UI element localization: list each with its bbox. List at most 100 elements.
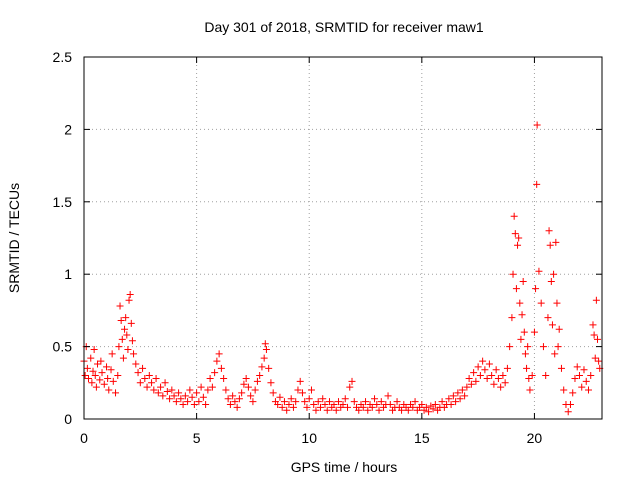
data-point: [425, 408, 433, 416]
data-point: [375, 406, 383, 414]
data-point: [269, 389, 277, 397]
data-point: [90, 345, 98, 353]
x-tick-label: 20: [527, 430, 543, 446]
data-point: [193, 389, 201, 397]
data-point: [544, 314, 552, 322]
data-point: [519, 277, 527, 285]
data-point: [483, 374, 491, 382]
data-point: [276, 393, 284, 401]
data-point: [566, 401, 574, 409]
data-point: [547, 277, 555, 285]
data-point: [287, 395, 295, 403]
data-point: [573, 363, 581, 371]
y-tick-label: 0.5: [53, 339, 73, 355]
data-point: [98, 369, 106, 377]
data-point: [510, 212, 518, 220]
data-point: [377, 398, 385, 406]
data-point: [177, 395, 185, 403]
data-point: [431, 401, 439, 409]
data-point: [289, 403, 297, 411]
data-point: [537, 299, 545, 307]
x-tick-label: 5: [193, 430, 201, 446]
data-point: [492, 366, 500, 374]
data-point: [525, 374, 533, 382]
data-point: [242, 374, 250, 382]
data-point: [467, 380, 475, 388]
data-point: [217, 364, 225, 372]
data-point: [186, 386, 194, 394]
data-point: [488, 372, 496, 380]
data-point: [265, 364, 273, 372]
data-point: [172, 398, 180, 406]
data-point: [150, 386, 158, 394]
data-point: [85, 374, 93, 382]
data-point: [393, 398, 401, 406]
y-tick-label: 1: [64, 266, 72, 282]
data-point: [591, 354, 599, 362]
data-point: [371, 395, 379, 403]
x-tick-label: 0: [80, 430, 88, 446]
data-point: [501, 379, 509, 387]
data-point: [325, 398, 333, 406]
data-point: [244, 383, 252, 391]
y-tick-label: 0: [64, 411, 72, 427]
data-point: [520, 328, 528, 336]
data-point: [305, 395, 313, 403]
data-point: [555, 325, 563, 333]
data-point: [161, 379, 169, 387]
data-point: [233, 403, 241, 411]
data-point: [117, 317, 125, 325]
data-point: [118, 335, 126, 343]
data-point: [445, 395, 453, 403]
data-point: [557, 364, 565, 372]
data-point: [190, 401, 198, 409]
data-point: [112, 389, 120, 397]
data-point: [231, 398, 239, 406]
data-point: [105, 386, 113, 394]
data-point: [204, 386, 212, 394]
data-point: [359, 403, 367, 411]
data-point: [589, 321, 597, 329]
data-point: [321, 401, 329, 409]
data-point: [490, 380, 498, 388]
data-point: [528, 372, 536, 380]
data-point: [508, 314, 516, 322]
data-point: [530, 328, 538, 336]
data-point: [571, 374, 579, 382]
data-point: [108, 350, 116, 358]
data-point: [386, 401, 394, 409]
data-point: [235, 395, 243, 403]
data-point: [411, 398, 419, 406]
data-point: [550, 270, 558, 278]
data-point: [472, 377, 480, 385]
data-point: [256, 372, 264, 380]
data-point: [166, 395, 174, 403]
data-point: [307, 386, 315, 394]
data-point: [518, 311, 526, 319]
data-point: [545, 227, 553, 235]
data-point: [143, 383, 151, 391]
data-point: [130, 350, 138, 358]
data-point: [132, 360, 140, 368]
data-point: [262, 345, 270, 353]
data-point: [312, 406, 320, 414]
data-point: [122, 314, 130, 322]
data-point: [548, 321, 556, 329]
data-point: [274, 401, 282, 409]
data-point: [463, 383, 471, 391]
x-tick-label: 10: [301, 430, 317, 446]
data-point: [330, 401, 338, 409]
data-point: [422, 403, 430, 411]
data-point: [247, 392, 255, 400]
data-point: [569, 389, 577, 397]
data-point: [121, 325, 129, 333]
data-point: [104, 374, 112, 382]
data-point: [346, 383, 354, 391]
data-point: [533, 121, 541, 129]
data-point: [249, 398, 257, 406]
data-point: [280, 398, 288, 406]
data-point: [114, 372, 122, 380]
data-point: [517, 335, 525, 343]
axis-ticks: 0 5 10 15 20 0 0.5 1 1.5 2 2.5: [53, 49, 602, 446]
data-point: [334, 398, 342, 406]
